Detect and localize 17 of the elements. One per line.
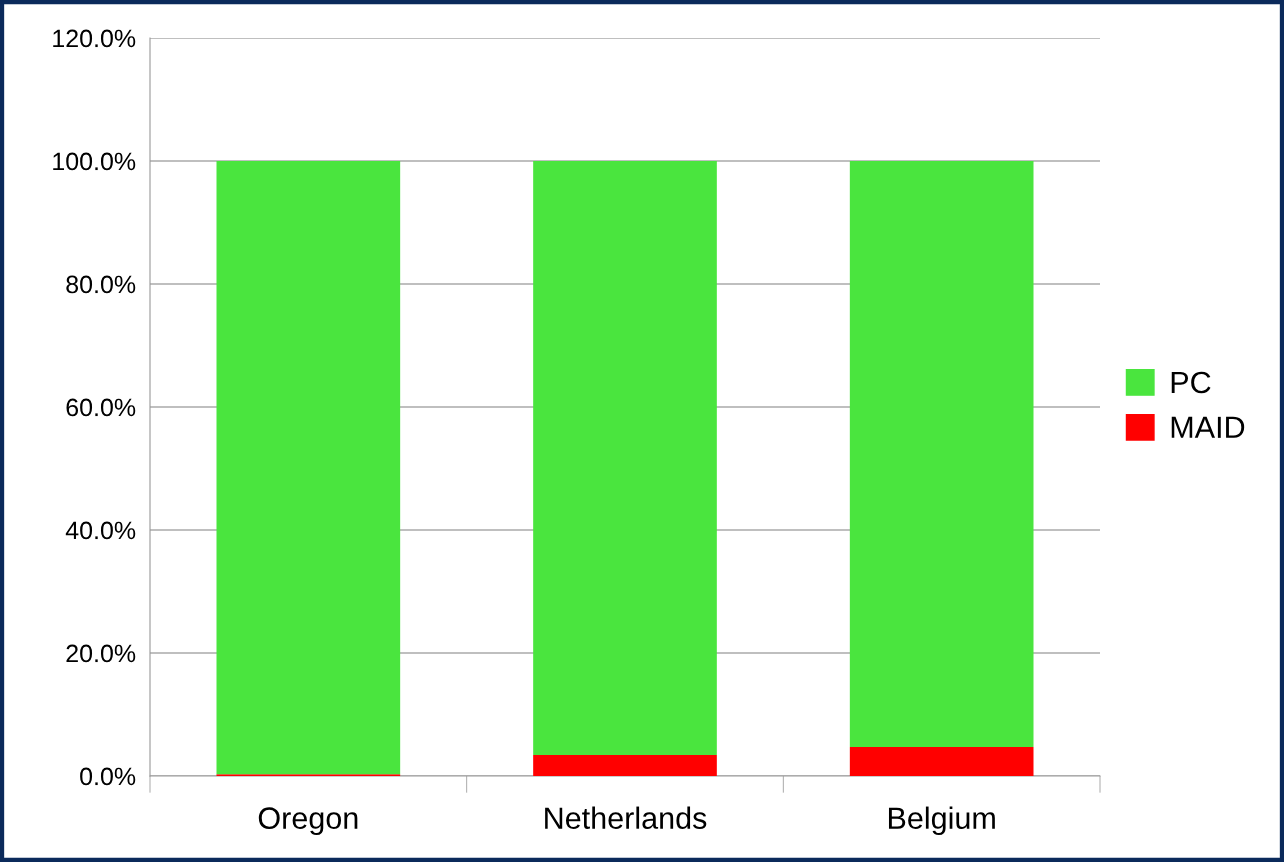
y-tick-label: 20.0% bbox=[66, 644, 136, 663]
bar bbox=[216, 161, 401, 775]
bar bbox=[533, 161, 717, 756]
y-tick-label: 100.0% bbox=[53, 152, 136, 171]
x-tick-label: Belgium bbox=[888, 806, 995, 836]
x-tick-label: Netherlands bbox=[545, 806, 707, 829]
y-tick-label: 60.0% bbox=[66, 398, 136, 417]
legend-label: MAID bbox=[1171, 416, 1245, 438]
y-tick-label: 120.0% bbox=[53, 29, 136, 48]
legend-label: PC bbox=[1171, 371, 1211, 394]
y-tick-label: 40.0% bbox=[65, 521, 136, 540]
bar bbox=[849, 747, 1034, 776]
y-tick-label: 0.0% bbox=[80, 767, 136, 786]
x-tick-label: Oregon bbox=[258, 807, 358, 836]
y-tick-label: 80.0% bbox=[66, 275, 136, 294]
bar bbox=[533, 755, 717, 776]
bar bbox=[849, 161, 1034, 748]
